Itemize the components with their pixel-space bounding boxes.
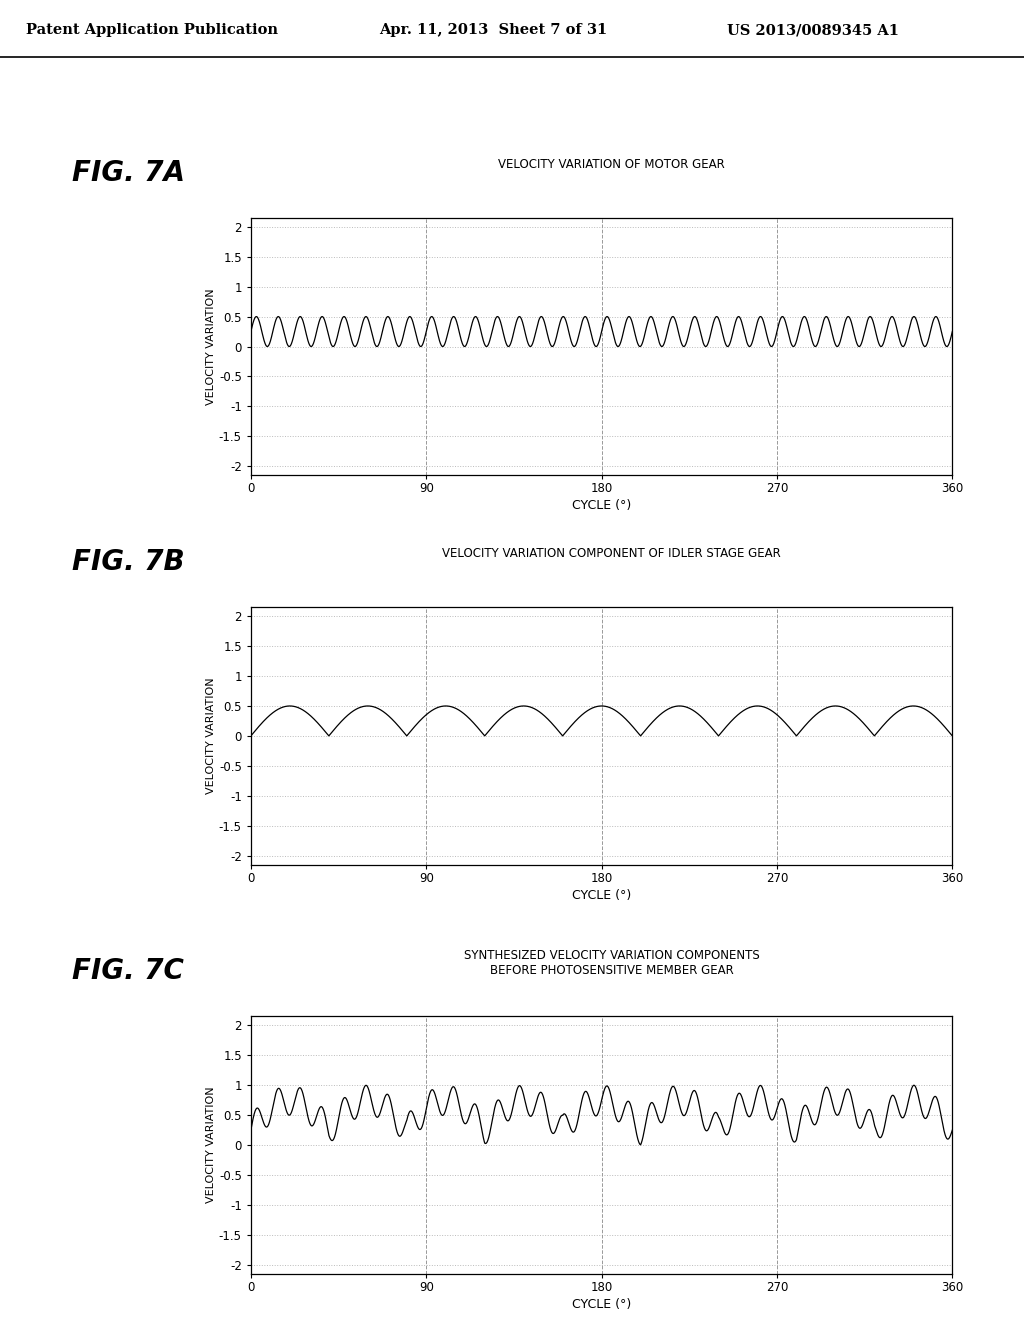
X-axis label: CYCLE (°): CYCLE (°) — [572, 888, 631, 902]
Text: Apr. 11, 2013  Sheet 7 of 31: Apr. 11, 2013 Sheet 7 of 31 — [379, 24, 607, 37]
Text: Patent Application Publication: Patent Application Publication — [26, 24, 278, 37]
Text: US 2013/0089345 A1: US 2013/0089345 A1 — [727, 24, 899, 37]
X-axis label: CYCLE (°): CYCLE (°) — [572, 1298, 631, 1311]
Text: FIG. 7B: FIG. 7B — [72, 548, 184, 576]
Text: SYNTHESIZED VELOCITY VARIATION COMPONENTS
BEFORE PHOTOSENSITIVE MEMBER GEAR: SYNTHESIZED VELOCITY VARIATION COMPONENT… — [464, 949, 760, 977]
Text: VELOCITY VARIATION OF MOTOR GEAR: VELOCITY VARIATION OF MOTOR GEAR — [499, 157, 725, 170]
Y-axis label: VELOCITY VARIATION: VELOCITY VARIATION — [206, 1086, 216, 1204]
X-axis label: CYCLE (°): CYCLE (°) — [572, 499, 631, 512]
Text: FIG. 7C: FIG. 7C — [72, 957, 183, 985]
Text: FIG. 7A: FIG. 7A — [72, 158, 184, 186]
Text: VELOCITY VARIATION COMPONENT OF IDLER STAGE GEAR: VELOCITY VARIATION COMPONENT OF IDLER ST… — [442, 546, 781, 560]
Y-axis label: VELOCITY VARIATION: VELOCITY VARIATION — [206, 677, 216, 795]
Y-axis label: VELOCITY VARIATION: VELOCITY VARIATION — [206, 288, 216, 405]
